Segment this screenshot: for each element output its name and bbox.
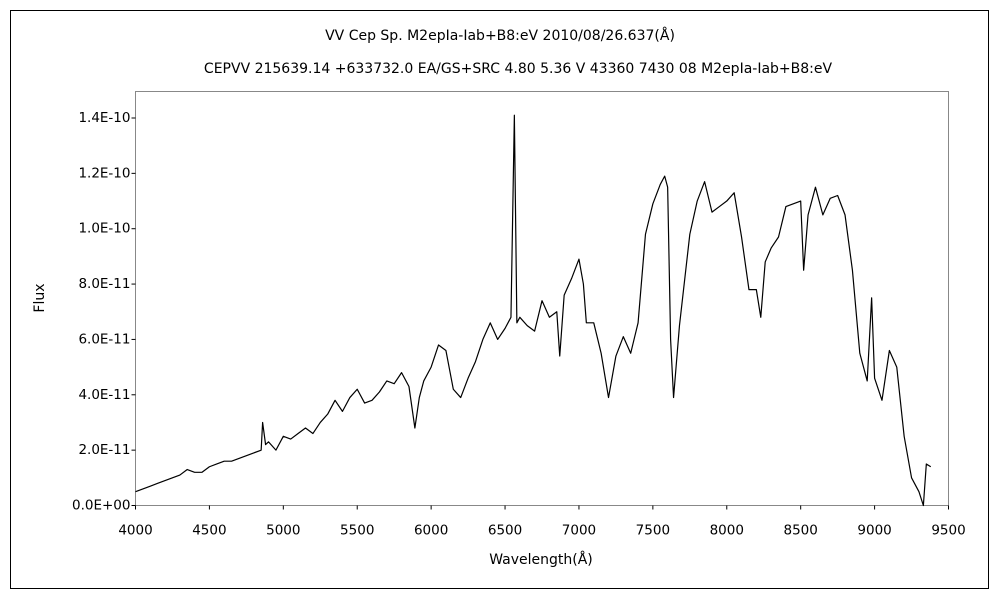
x-tick-label: 9000 — [857, 523, 891, 539]
y-tick-label: 1.2E-10 — [78, 165, 130, 181]
x-tick-label: 5500 — [340, 523, 374, 539]
x-tick-label: 4500 — [192, 523, 226, 539]
spectrum-line — [135, 114, 932, 507]
x-tick-label: 8000 — [710, 523, 744, 539]
y-tick-label: 1.4E-10 — [78, 110, 130, 126]
x-tick-label: 8500 — [784, 523, 818, 539]
x-tick-label: 9500 — [931, 523, 965, 539]
y-axis-label: Flux — [32, 283, 48, 312]
chart-frame — [10, 10, 989, 589]
x-tick-label: 5000 — [266, 523, 300, 539]
y-tick-label: 8.0E-11 — [78, 276, 130, 292]
y-tick-label: 6.0E-11 — [78, 331, 130, 347]
x-tick-label: 6000 — [414, 523, 448, 539]
x-tick-label: 6500 — [488, 523, 522, 539]
x-tick-label: 7000 — [562, 523, 596, 539]
plot-area — [135, 91, 949, 506]
y-tick-label: 0.0E+00 — [72, 498, 131, 514]
y-tick-label: 4.0E-11 — [78, 387, 130, 403]
x-axis-label: Wavelength(Å) — [489, 551, 593, 568]
chart-subtitle: CEPVV 215639.14 +633732.0 EA/GS+SRC 4.80… — [204, 61, 833, 77]
y-tick-label: 2.0E-11 — [78, 442, 130, 458]
chart-title: VV Cep Sp. M2epIa-Iab+B8:eV 2010/08/26.6… — [325, 27, 675, 44]
y-tick-label: 1.0E-10 — [78, 221, 130, 237]
x-tick-label: 7500 — [636, 523, 670, 539]
x-tick-label: 4000 — [118, 523, 152, 539]
